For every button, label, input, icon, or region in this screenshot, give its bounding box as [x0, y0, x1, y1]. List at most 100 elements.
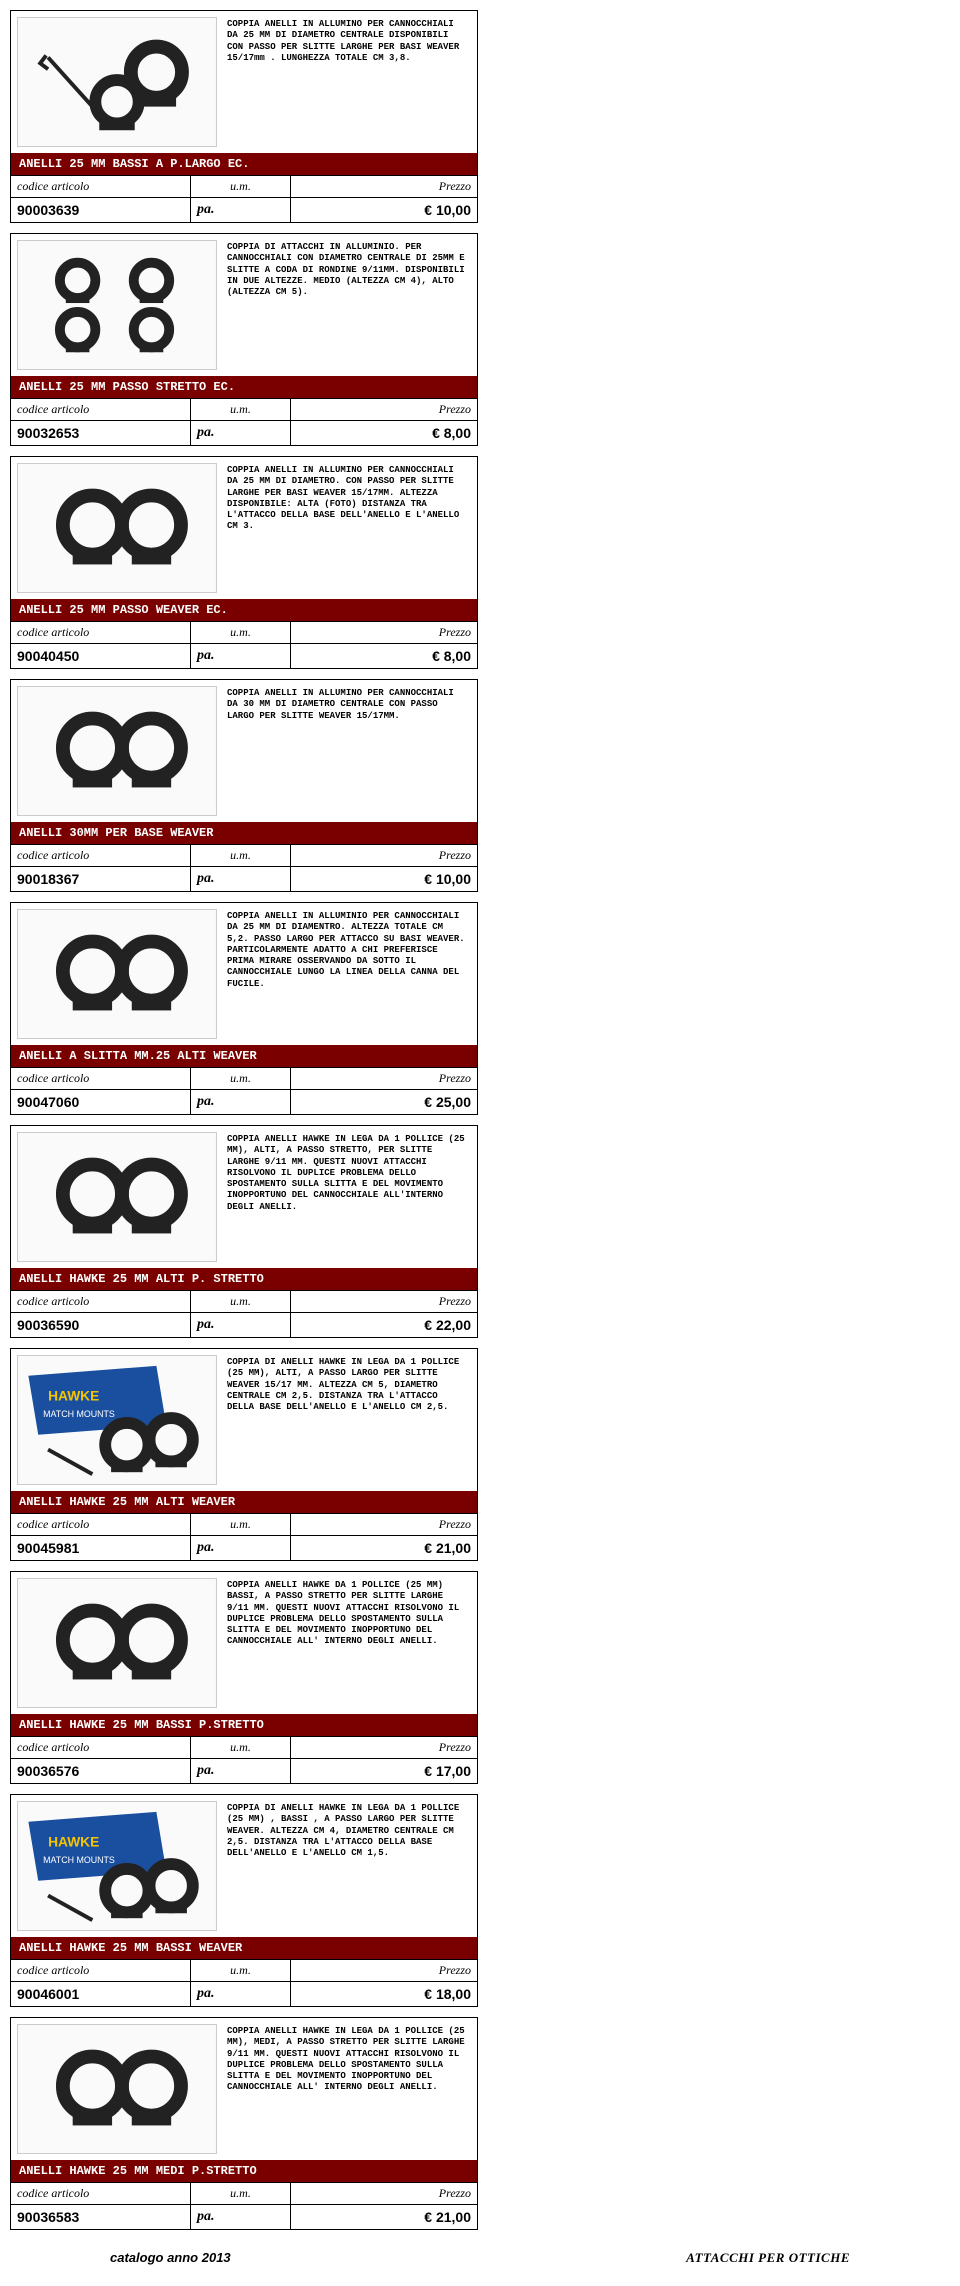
svg-text:MATCH MOUNTS: MATCH MOUNTS [43, 1855, 115, 1865]
price-data-row: 90046001pa.€ 18,00 [11, 1981, 477, 2006]
header-um-label: u.m. [191, 1960, 291, 1981]
product-code: 90018367 [11, 867, 191, 891]
product-um: pa. [191, 644, 291, 668]
price-data-row: 90036590pa.€ 22,00 [11, 1312, 477, 1337]
product-image [17, 463, 217, 593]
product-um: pa. [191, 1090, 291, 1114]
price-header-row: codice articolou.m.Prezzo [11, 1736, 477, 1758]
header-um-label: u.m. [191, 399, 291, 420]
header-price-label: Prezzo [291, 622, 477, 643]
price-header-row: codice articolou.m.Prezzo [11, 1290, 477, 1312]
price-header-row: codice articolou.m.Prezzo [11, 621, 477, 643]
header-um-label: u.m. [191, 1514, 291, 1535]
header-code-label: codice articolo [11, 176, 191, 197]
product-title: ANELLI 25 MM PASSO WEAVER EC. [11, 599, 477, 621]
footer-catalog-year: catalogo anno 2013 [110, 2250, 231, 2266]
product-price: € 21,00 [291, 1536, 477, 1560]
product-title: ANELLI 25 MM PASSO STRETTO EC. [11, 376, 477, 398]
product-code: 90032653 [11, 421, 191, 445]
price-data-row: 90036583pa.€ 21,00 [11, 2204, 477, 2229]
product-code: 90036576 [11, 1759, 191, 1783]
header-um-label: u.m. [191, 1068, 291, 1089]
product-image [17, 1132, 217, 1262]
svg-text:HAWKE: HAWKE [48, 1388, 99, 1403]
product-title: ANELLI HAWKE 25 MM BASSI P.STRETTO [11, 1714, 477, 1736]
product-um: pa. [191, 867, 291, 891]
product-code: 90047060 [11, 1090, 191, 1114]
product-description: COPPIA ANELLI IN ALLUMINO PER CANNOCCHIA… [217, 463, 471, 593]
product-code: 90036583 [11, 2205, 191, 2229]
price-data-row: 90045981pa.€ 21,00 [11, 1535, 477, 1560]
svg-text:HAWKE: HAWKE [48, 1834, 99, 1849]
price-data-row: 90003639pa.€ 10,00 [11, 197, 477, 222]
price-data-row: 90047060pa.€ 25,00 [11, 1089, 477, 1114]
header-um-label: u.m. [191, 845, 291, 866]
header-price-label: Prezzo [291, 1291, 477, 1312]
product-image [17, 240, 217, 370]
header-code-label: codice articolo [11, 399, 191, 420]
header-um-label: u.m. [191, 1737, 291, 1758]
product-card: COPPIA ANELLI HAWKE DA 1 POLLICE (25 MM)… [10, 1571, 478, 1784]
product-image [17, 686, 217, 816]
product-description: COPPIA DI ATTACCHI IN ALLUMINIO. PER CAN… [217, 240, 471, 370]
product-card: COPPIA ANELLI IN ALLUMINO PER CANNOCCHIA… [10, 456, 478, 669]
header-price-label: Prezzo [291, 399, 477, 420]
product-price: € 21,00 [291, 2205, 477, 2229]
product-price: € 25,00 [291, 1090, 477, 1114]
price-header-row: codice articolou.m.Prezzo [11, 1959, 477, 1981]
product-um: pa. [191, 421, 291, 445]
product-price: € 10,00 [291, 198, 477, 222]
product-um: pa. [191, 1982, 291, 2006]
product-title: ANELLI 25 MM BASSI A P.LARGO EC. [11, 153, 477, 175]
product-image [17, 17, 217, 147]
header-um-label: u.m. [191, 2183, 291, 2204]
product-card: COPPIA ANELLI IN ALLUMINO PER CANNOCCHIA… [10, 679, 478, 892]
product-title: ANELLI HAWKE 25 MM MEDI P.STRETTO [11, 2160, 477, 2182]
product-code: 90040450 [11, 644, 191, 668]
price-data-row: 90040450pa.€ 8,00 [11, 643, 477, 668]
product-price: € 10,00 [291, 867, 477, 891]
product-card: COPPIA ANELLI HAWKE IN LEGA DA 1 POLLICE… [10, 2017, 478, 2230]
product-um: pa. [191, 2205, 291, 2229]
product-description: COPPIA DI ANELLI HAWKE IN LEGA DA 1 POLL… [217, 1355, 471, 1485]
header-code-label: codice articolo [11, 622, 191, 643]
price-data-row: 90032653pa.€ 8,00 [11, 420, 477, 445]
product-title: ANELLI HAWKE 25 MM ALTI P. STRETTO [11, 1268, 477, 1290]
header-code-label: codice articolo [11, 1291, 191, 1312]
header-price-label: Prezzo [291, 1514, 477, 1535]
product-price: € 22,00 [291, 1313, 477, 1337]
product-description: COPPIA DI ANELLI HAWKE IN LEGA DA 1 POLL… [217, 1801, 471, 1931]
product-price: € 8,00 [291, 421, 477, 445]
product-description: COPPIA ANELLI IN ALLUMINO PER CANNOCCHIA… [217, 17, 471, 147]
product-image: HAWKE MATCH MOUNTS [17, 1801, 217, 1931]
product-code: 90045981 [11, 1536, 191, 1560]
header-um-label: u.m. [191, 1291, 291, 1312]
product-code: 90036590 [11, 1313, 191, 1337]
product-price: € 18,00 [291, 1982, 477, 2006]
product-description: COPPIA ANELLI HAWKE IN LEGA DA 1 POLLICE… [217, 2024, 471, 2154]
price-header-row: codice articolou.m.Prezzo [11, 2182, 477, 2204]
product-card: HAWKEMATCH MOUNTSCOPPIA DI ANELLI HAWKE … [10, 1348, 478, 1561]
header-um-label: u.m. [191, 176, 291, 197]
product-card: COPPIA ANELLI IN ALLUMINO PER CANNOCCHIA… [10, 10, 478, 223]
product-title: ANELLI A SLITTA MM.25 ALTI WEAVER [11, 1045, 477, 1067]
price-header-row: codice articolou.m.Prezzo [11, 175, 477, 197]
header-code-label: codice articolo [11, 1737, 191, 1758]
price-header-row: codice articolou.m.Prezzo [11, 1513, 477, 1535]
product-code: 90003639 [11, 198, 191, 222]
product-card: COPPIA ANELLI IN ALLUMINIO PER CANNOCCHI… [10, 902, 478, 1115]
header-price-label: Prezzo [291, 1737, 477, 1758]
product-price: € 17,00 [291, 1759, 477, 1783]
header-code-label: codice articolo [11, 1960, 191, 1981]
header-code-label: codice articolo [11, 1068, 191, 1089]
product-card: COPPIA DI ATTACCHI IN ALLUMINIO. PER CAN… [10, 233, 478, 446]
product-image [17, 909, 217, 1039]
price-header-row: codice articolou.m.Prezzo [11, 1067, 477, 1089]
product-um: pa. [191, 198, 291, 222]
product-um: pa. [191, 1313, 291, 1337]
header-price-label: Prezzo [291, 1068, 477, 1089]
product-card: HAWKE MATCH MOUNTS COPPIA DI ANELLI HAWKE … [10, 1794, 478, 2007]
header-code-label: codice articolo [11, 1514, 191, 1535]
header-price-label: Prezzo [291, 176, 477, 197]
header-price-label: Prezzo [291, 1960, 477, 1981]
